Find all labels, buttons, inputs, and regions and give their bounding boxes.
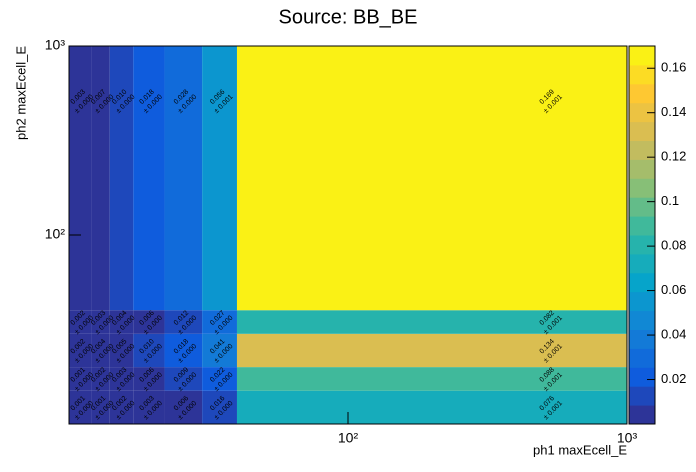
x-tick-label: 10²	[338, 430, 359, 446]
cell	[202, 390, 237, 424]
colorbar-band	[629, 102, 655, 123]
cell	[91, 367, 110, 391]
cell	[202, 46, 237, 311]
colorbar-band	[629, 64, 655, 85]
cell	[69, 390, 92, 424]
cell	[236, 46, 627, 311]
colorbar-band	[629, 140, 655, 160]
cell	[164, 390, 203, 424]
cell	[236, 390, 627, 424]
colorbar-tick-label: 0.16	[661, 60, 686, 75]
y-tick-label: 10²	[45, 226, 66, 242]
cell	[133, 390, 165, 424]
y-tick-label: 10³	[45, 37, 66, 53]
colorbar-band	[629, 291, 655, 312]
colorbar-band	[629, 367, 655, 387]
colorbar-tick-label: 0.08	[661, 238, 686, 253]
y-axis-title: ph2 maxEcell_E	[13, 46, 28, 140]
cell	[133, 367, 165, 391]
cell	[236, 310, 627, 334]
cell	[69, 46, 92, 311]
cell	[91, 310, 110, 334]
colorbar-band	[629, 197, 655, 217]
cell	[133, 310, 165, 334]
cell	[69, 367, 92, 391]
colorbar-band	[629, 405, 655, 425]
colorbar-band	[629, 159, 655, 179]
colorbar-band	[629, 310, 655, 330]
cell	[202, 367, 237, 391]
x-axis-title: ph1 maxEcell_E	[533, 442, 627, 457]
colorbar-band	[629, 329, 655, 349]
cell	[91, 46, 110, 311]
colorbar-tick-label: 0.02	[661, 371, 686, 386]
cell	[109, 390, 134, 424]
colorbar-band	[629, 348, 655, 368]
colorbar-band	[629, 83, 655, 104]
cell	[236, 367, 627, 391]
colorbar-band	[629, 235, 655, 255]
cell	[164, 46, 203, 311]
colorbar-band	[629, 253, 655, 274]
colorbar-band	[629, 121, 655, 141]
colorbar-band	[629, 386, 655, 406]
colorbar-band	[629, 46, 655, 66]
x-tick-label: 10³	[617, 430, 638, 446]
cell	[164, 367, 203, 391]
cell	[202, 310, 237, 334]
colorbar-tick-label: 0.04	[661, 326, 686, 341]
cell	[69, 310, 92, 334]
colorbar-tick-label: 0.12	[661, 149, 686, 164]
cell	[91, 390, 110, 424]
cell	[133, 46, 165, 311]
colorbar-band	[629, 216, 655, 236]
cell	[164, 310, 203, 334]
cell	[109, 367, 134, 391]
colorbar-tick-label: 0.06	[661, 282, 686, 297]
cell	[91, 333, 110, 368]
colorbar-frame	[628, 45, 656, 425]
cell	[109, 46, 134, 311]
cell	[133, 333, 165, 368]
cell	[236, 333, 627, 368]
colorbar-band	[629, 178, 655, 198]
colorbar-tick-label: 0.14	[661, 104, 686, 119]
cell	[109, 333, 134, 368]
colorbar-band	[629, 272, 655, 293]
cell	[69, 333, 92, 368]
cell	[109, 310, 134, 334]
cell	[164, 333, 203, 368]
cell	[202, 333, 237, 368]
colorbar-tick-label: 0.1	[661, 193, 679, 208]
chart-title: Source: BB_BE	[279, 6, 418, 28]
